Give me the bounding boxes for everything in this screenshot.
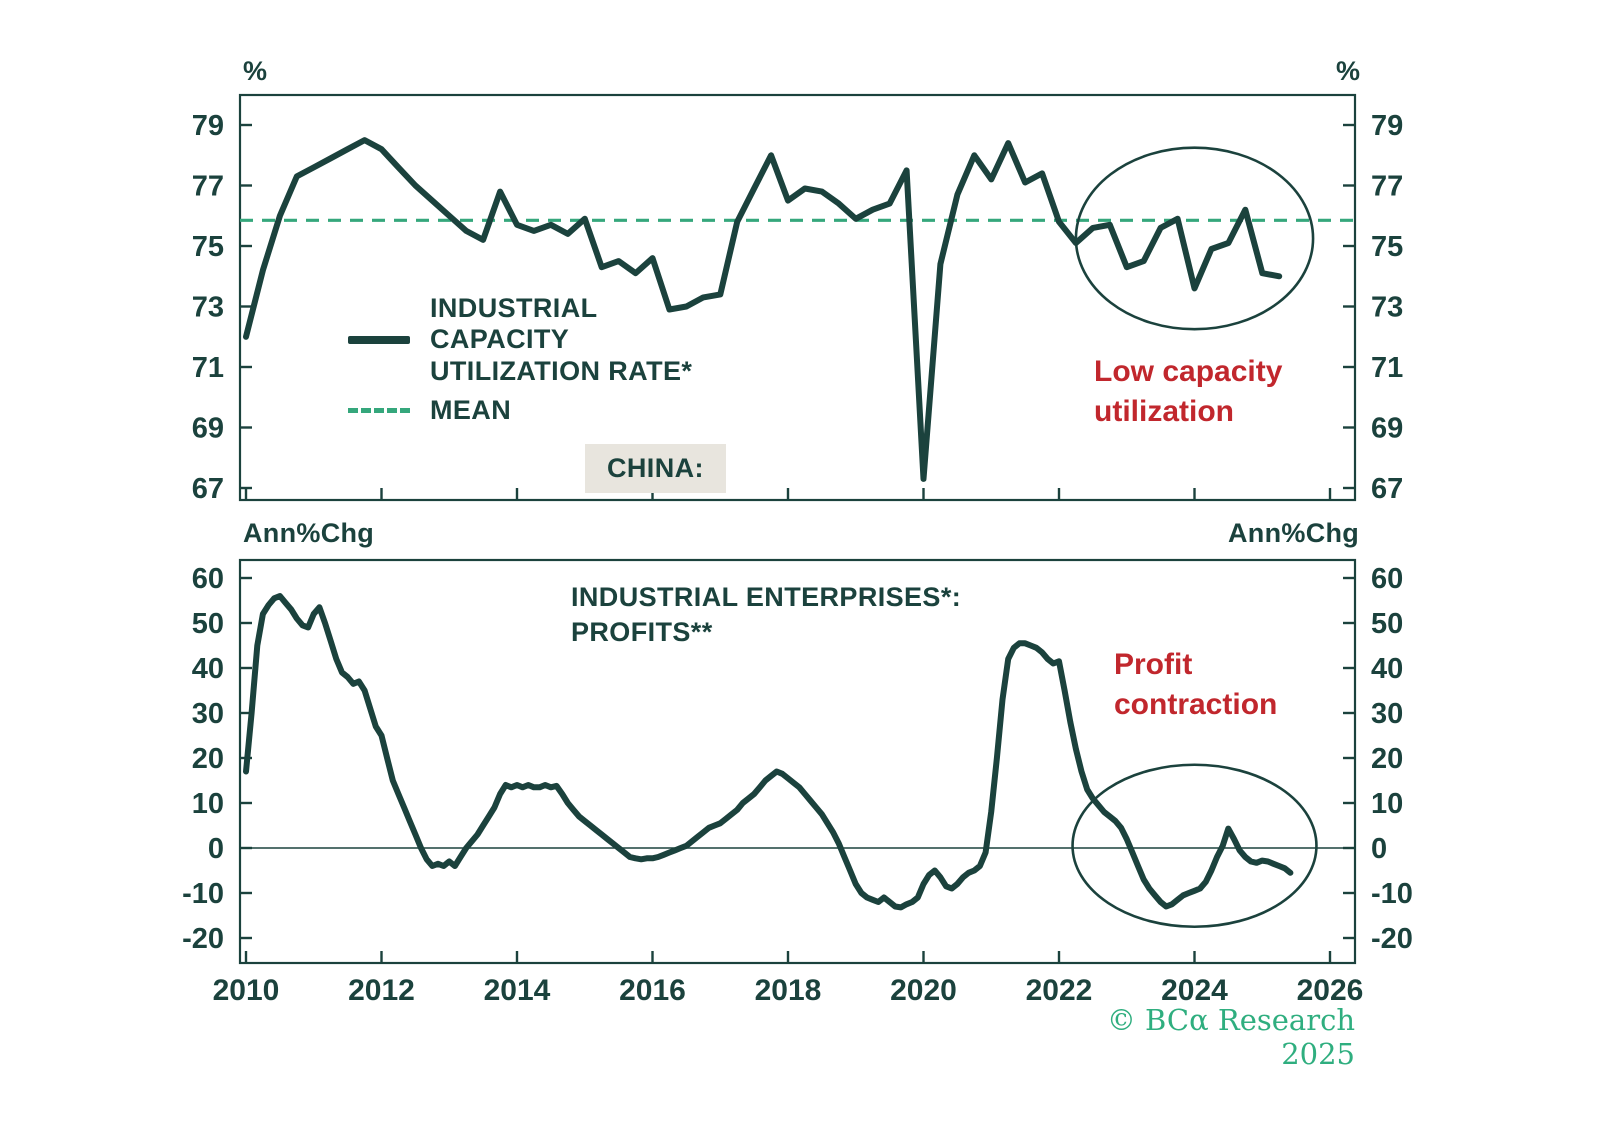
y-tick-label: 40 xyxy=(1371,653,1403,685)
y-tick-label: 75 xyxy=(1371,231,1403,263)
x-tick-label: 2018 xyxy=(755,974,822,1007)
y-tick-label: 50 xyxy=(1371,608,1403,640)
dashed-line-swatch xyxy=(348,407,410,413)
series-legend-label: INDUSTRIAL CAPACITY UTILIZATION RATE* xyxy=(430,293,693,386)
x-tick-label: 2010 xyxy=(213,974,280,1007)
panel-frame xyxy=(238,558,1357,965)
y-tick-label: 30 xyxy=(1371,698,1403,730)
y-tick-label: 60 xyxy=(1371,563,1403,595)
bottom-chart-title: INDUSTRIAL ENTERPRISES*: PROFITS** xyxy=(571,582,962,648)
legend-row-mean: MEAN xyxy=(348,395,692,426)
y-tick-label: 0 xyxy=(1371,833,1387,865)
y-tick-label: 71 xyxy=(192,352,224,384)
y-tick-label: 73 xyxy=(192,292,224,324)
y-tick-label: 67 xyxy=(192,473,224,505)
y-tick-label: 10 xyxy=(192,788,224,820)
y-tick-label: 60 xyxy=(192,563,224,595)
panel-frame xyxy=(238,93,1357,502)
top-legend: INDUSTRIAL CAPACITY UTILIZATION RATE* ME… xyxy=(348,293,692,426)
y-tick-label: 79 xyxy=(192,110,224,142)
legend-row-series: INDUSTRIAL CAPACITY UTILIZATION RATE* xyxy=(348,293,692,387)
highlight-ellipse xyxy=(1071,763,1318,929)
x-tick-label: 2016 xyxy=(619,974,686,1007)
y-tick-label: -10 xyxy=(182,878,224,910)
top-axis-unit-left: % xyxy=(243,56,268,86)
top-axis-unit-right: % xyxy=(1336,56,1361,86)
x-tick-label: 2014 xyxy=(484,974,551,1007)
y-tick-label: 20 xyxy=(1371,743,1403,775)
x-tick-label: 2026 xyxy=(1297,974,1364,1007)
y-tick-label: 10 xyxy=(1371,788,1403,820)
profits-line xyxy=(243,593,1294,911)
y-tick-label: 69 xyxy=(1371,413,1403,445)
y-tick-label: 77 xyxy=(1371,171,1403,203)
bottom-axis-unit-right: Ann%Chg xyxy=(1228,518,1360,548)
y-tick-label: -10 xyxy=(1371,878,1413,910)
x-tick-label: 2022 xyxy=(1026,974,1093,1007)
footer-credit: © BCα Research 2025 xyxy=(1106,1003,1355,1071)
y-tick-label: 69 xyxy=(192,413,224,445)
y-tick-label: 0 xyxy=(208,833,224,865)
x-tick-label: 2012 xyxy=(348,974,415,1007)
y-tick-label: -20 xyxy=(182,923,224,955)
mean-legend-label: MEAN xyxy=(430,394,512,425)
bottom-axis-unit-left: Ann%Chg xyxy=(243,518,375,548)
x-tick-label: 2020 xyxy=(890,974,957,1007)
profit-contraction-annotation: Profit contraction xyxy=(1114,648,1278,721)
y-tick-label: -20 xyxy=(1371,923,1413,955)
y-tick-label: 73 xyxy=(1371,292,1403,324)
y-tick-label: 20 xyxy=(192,743,224,775)
x-tick-label: 2024 xyxy=(1161,974,1228,1007)
y-tick-label: 50 xyxy=(192,608,224,640)
y-tick-label: 75 xyxy=(192,231,224,263)
y-tick-label: 77 xyxy=(192,171,224,203)
low-capacity-annotation: Low capacity utilization xyxy=(1094,355,1283,428)
y-tick-label: 30 xyxy=(192,698,224,730)
y-tick-label: 40 xyxy=(192,653,224,685)
y-tick-label: 79 xyxy=(1371,110,1403,142)
y-tick-label: 71 xyxy=(1371,352,1403,384)
solid-line-swatch xyxy=(348,336,410,344)
y-tick-label: 67 xyxy=(1371,473,1403,505)
capacity-utilization-line xyxy=(243,137,1283,482)
highlight-ellipse xyxy=(1074,146,1315,331)
region-label: CHINA: xyxy=(585,444,726,493)
